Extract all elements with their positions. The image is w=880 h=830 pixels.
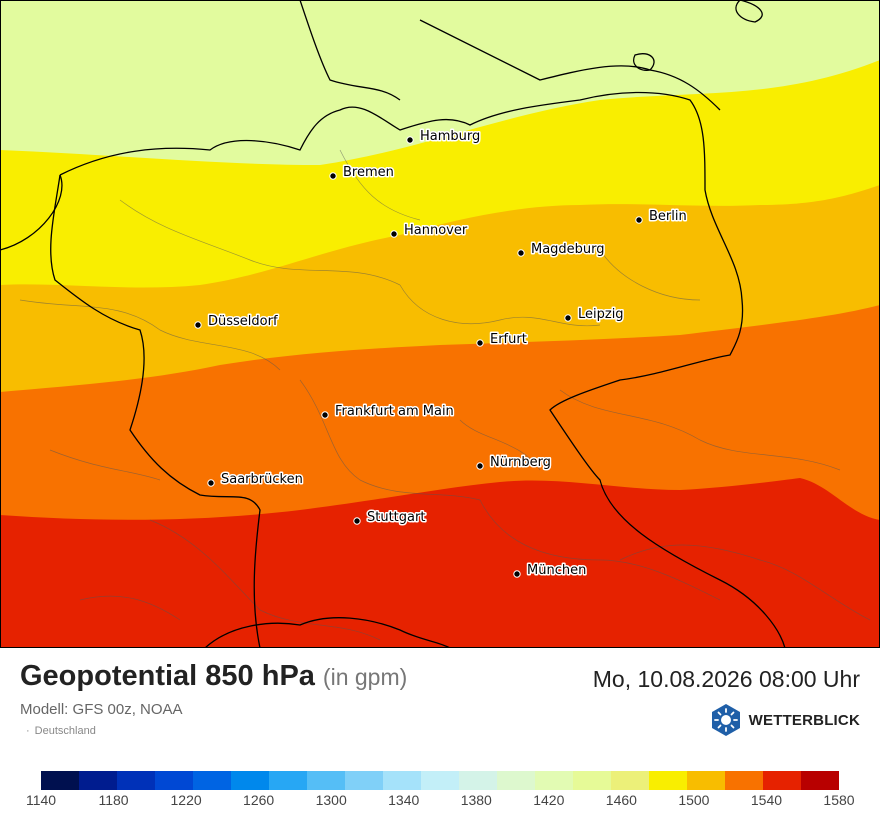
city-label: Nürnberg <box>490 455 551 470</box>
color-swatch <box>421 771 459 790</box>
state-boundaries <box>19 149 871 641</box>
scale-tick-label: 1420 <box>533 792 565 808</box>
scale-tick-label: 1460 <box>605 792 637 808</box>
city-nuernberg: Nürnberg <box>476 454 552 472</box>
island <box>735 0 763 23</box>
color-swatch <box>79 771 117 790</box>
city-label: Frankfurt am Main <box>335 404 454 419</box>
city-label: Erfurt <box>490 332 527 347</box>
scale-tick-label: 1220 <box>170 792 202 808</box>
geopotential-map: Hamburg Bremen Berlin Hannover Magdeburg… <box>0 0 880 648</box>
scale-tick-label: 1140 <box>25 792 57 808</box>
hexagon-sun-icon <box>711 704 740 736</box>
city-stuttgart: Stuttgart <box>353 509 427 527</box>
color-swatch <box>497 771 535 790</box>
city-dot <box>321 411 329 419</box>
scale-tick-label: 1580 <box>823 792 855 808</box>
baltic-coast <box>419 19 721 111</box>
color-swatch <box>535 771 573 790</box>
city-dot <box>635 216 643 224</box>
city-label: Bremen <box>343 165 394 180</box>
color-swatch <box>687 771 725 790</box>
region-label: · Deutschland <box>26 725 96 737</box>
city-hannover: Hannover <box>390 222 469 240</box>
city-dot <box>207 479 215 487</box>
city-duesseldorf: Düsseldorf <box>194 313 279 331</box>
city-saarbruecken: Saarbrücken <box>207 471 304 489</box>
city-dot <box>513 570 521 578</box>
footer: Geopotential 850 hPa (in gpm) Modell: GFS… <box>0 648 880 830</box>
color-swatch <box>231 771 269 790</box>
scale-tick-label: 1300 <box>315 792 347 808</box>
color-swatch <box>573 771 611 790</box>
color-swatch <box>459 771 497 790</box>
color-swatch <box>801 771 839 790</box>
city-leipzig: Leipzig <box>564 306 625 324</box>
city-label: Hannover <box>404 223 468 238</box>
wetterblick-logo[interactable]: WETTERBLICK <box>709 703 860 737</box>
germany-border-south <box>204 617 451 648</box>
map-title: Geopotential 850 hPa (in gpm) <box>20 660 407 693</box>
color-swatch <box>345 771 383 790</box>
city-label: Düsseldorf <box>208 314 278 329</box>
city-label: Saarbrücken <box>221 472 303 487</box>
scale-tick-label: 1380 <box>460 792 492 808</box>
denmark-coast <box>299 0 401 101</box>
city-bremen: Bremen <box>329 164 395 182</box>
city-magdeburg: Magdeburg <box>517 241 606 259</box>
color-swatch <box>649 771 687 790</box>
city-dot <box>194 321 202 329</box>
bullet-icon: · <box>26 725 30 737</box>
color-swatch <box>307 771 345 790</box>
scale-tick-label: 1540 <box>750 792 783 808</box>
city-dot <box>406 136 414 144</box>
color-swatch <box>611 771 649 790</box>
region-text: Deutschland <box>34 725 96 737</box>
city-dot <box>476 339 484 347</box>
color-scale-bar <box>41 771 839 790</box>
city-dot <box>353 517 361 525</box>
color-swatch <box>763 771 801 790</box>
city-frankfurt: Frankfurt am Main <box>321 403 455 421</box>
city-dot <box>564 314 572 322</box>
city-dot <box>517 249 525 257</box>
model-info: Modell: GFS 00z, NOAA <box>20 701 183 718</box>
city-dot <box>476 462 484 470</box>
color-swatch <box>383 771 421 790</box>
color-swatch <box>269 771 307 790</box>
germany-border <box>59 91 786 648</box>
city-label: Leipzig <box>578 307 624 322</box>
color-swatch <box>155 771 193 790</box>
island-2 <box>633 53 655 71</box>
scale-tick-label: 1340 <box>388 792 420 808</box>
city-berlin: Berlin <box>635 208 688 226</box>
city-erfurt: Erfurt <box>476 331 528 349</box>
color-swatch <box>117 771 155 790</box>
north-sea-coast <box>0 174 63 251</box>
scale-tick-label: 1180 <box>98 792 129 808</box>
scale-tick-label: 1260 <box>243 792 275 808</box>
forecast-datetime: Mo, 10.08.2026 08:00 Uhr <box>592 666 860 692</box>
city-hamburg: Hamburg <box>406 128 482 146</box>
color-scale-ticks: 1140 1180 1220 1260 1300 1340 1380 1420 1460 1500… <box>0 792 880 812</box>
unit-label: (in gpm) <box>322 664 408 690</box>
city-muenchen: München <box>513 562 588 580</box>
city-label: Berlin <box>649 209 687 224</box>
color-swatch <box>41 771 79 790</box>
band-1540-1560 <box>0 478 880 648</box>
city-dot <box>329 172 337 180</box>
title-text: Geopotential 850 hPa <box>20 660 315 692</box>
brand-name: WETTERBLICK <box>748 711 860 729</box>
scale-tick-label: 1500 <box>678 792 710 808</box>
color-swatch <box>193 771 231 790</box>
color-swatch <box>725 771 763 790</box>
city-label: Magdeburg <box>531 242 605 257</box>
germany-border-west <box>50 174 261 648</box>
city-label: Hamburg <box>420 129 480 144</box>
city-label: Stuttgart <box>367 510 425 525</box>
city-label: München <box>527 563 586 578</box>
city-dot <box>390 230 398 238</box>
country-borders <box>0 0 786 648</box>
